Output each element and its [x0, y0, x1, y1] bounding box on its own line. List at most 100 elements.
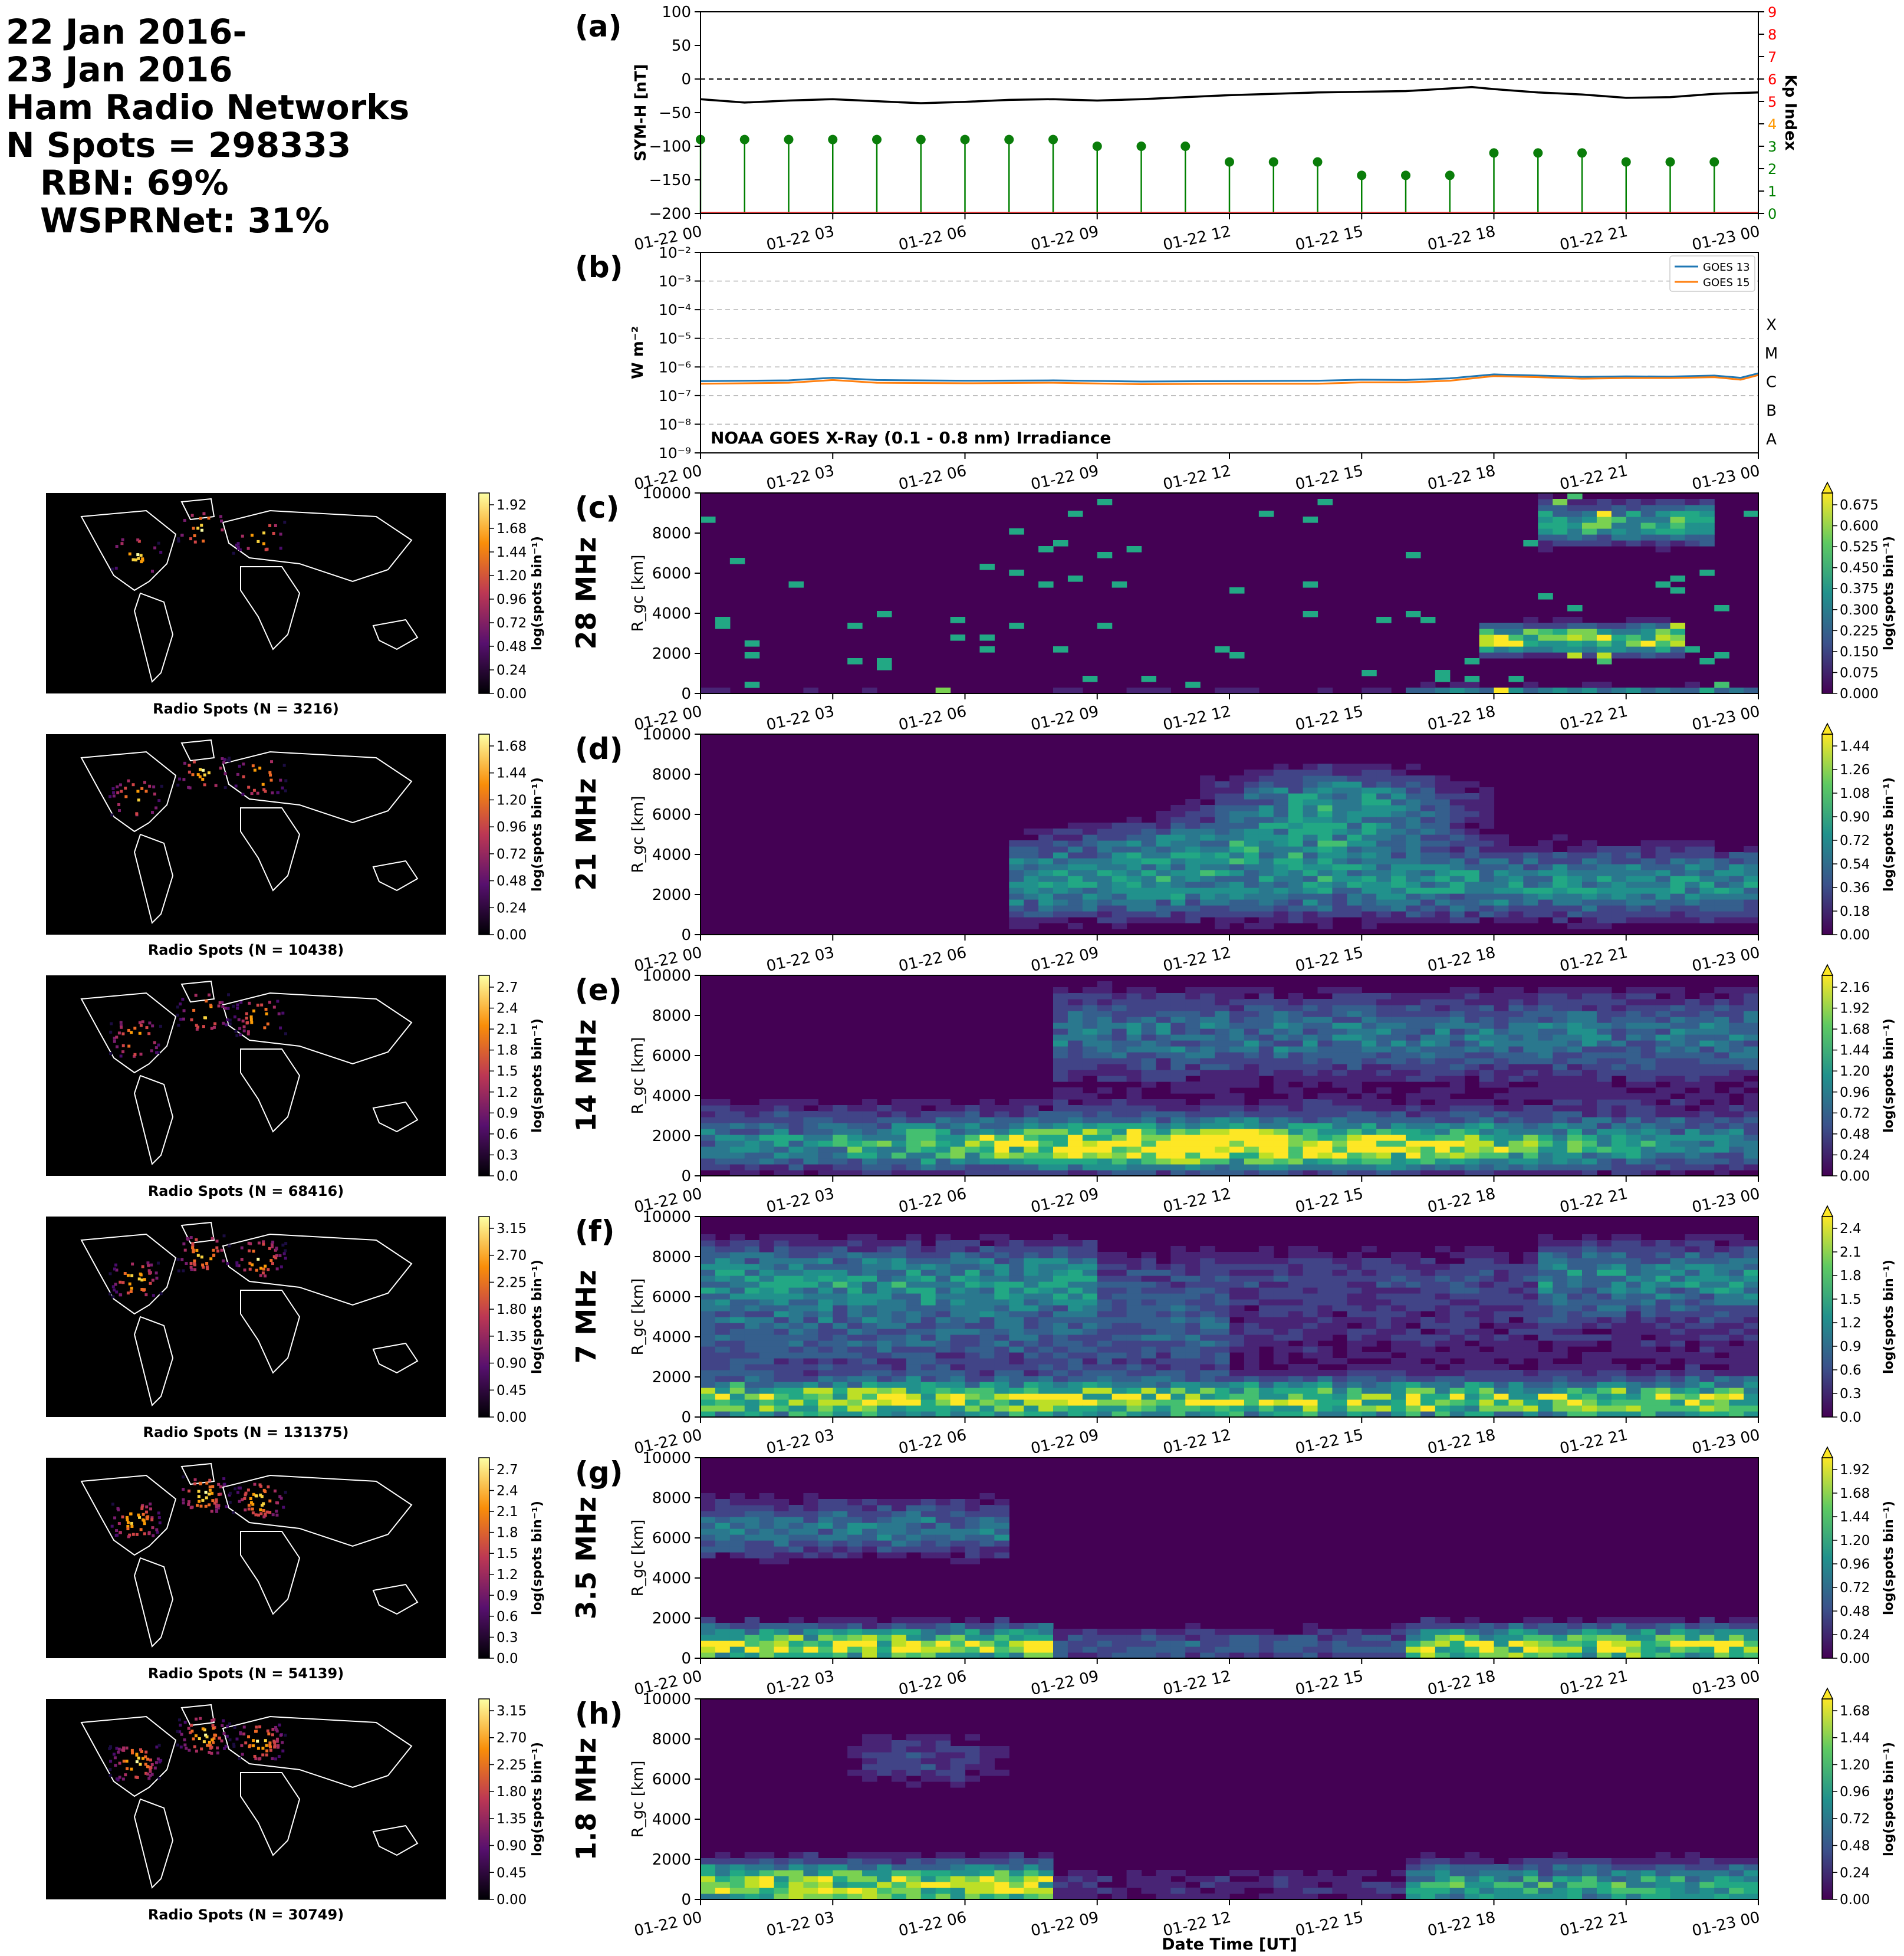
heatmap-cell [1038, 846, 1054, 853]
heatmap-cell [1567, 899, 1583, 906]
heatmap-cell [1185, 1305, 1201, 1311]
heatmap-cell [1449, 840, 1465, 847]
heatmap-cell [1303, 1364, 1318, 1370]
x-tick-label: 01-22 12 [1162, 1185, 1233, 1217]
heatmap-cell [1449, 899, 1465, 906]
heatmap-cell [1508, 852, 1524, 859]
map-colorbar-tick-label: 0.00 [496, 928, 527, 943]
heatmap-cell [1288, 775, 1304, 782]
heatmap-cell [833, 1258, 848, 1264]
colorbar-tick-label: 0.075 [1840, 665, 1879, 681]
heatmap-cell [729, 1252, 745, 1258]
heatmap-cell [1229, 829, 1245, 835]
heatmap-cell [1655, 1005, 1671, 1011]
heatmap-cell [715, 1411, 731, 1418]
heatmap-cell [1670, 917, 1686, 923]
heatmap-cell [1391, 1023, 1406, 1029]
heatmap-cell [1273, 1023, 1289, 1029]
heatmap-cell [1067, 1070, 1083, 1076]
heatmap-cell [935, 1405, 951, 1412]
y-tick-label: 2000 [652, 886, 691, 904]
heatmap-cell [877, 1135, 892, 1141]
map-spot [210, 1027, 213, 1030]
y-tick-label: 4000 [652, 846, 691, 864]
heatmap-cell [1347, 1352, 1362, 1359]
heatmap-cell [1640, 858, 1656, 864]
heatmap-cell [1303, 1011, 1318, 1017]
heatmap-cell [1288, 864, 1304, 870]
heatmap-cell [1596, 1135, 1612, 1141]
heatmap-cell [744, 1275, 760, 1282]
heatmap-cell [1347, 1340, 1362, 1347]
heatmap-cell [1258, 1311, 1274, 1317]
heatmap-cell [1538, 1164, 1553, 1171]
x-tick-label: 01-22 18 [1426, 223, 1497, 255]
heatmap-cell [1362, 882, 1377, 888]
heatmap-cell [1744, 1070, 1759, 1076]
heatmap-cell [774, 1105, 790, 1112]
heatmap-cell [1494, 858, 1510, 864]
map-spot [284, 1032, 288, 1035]
y-tick-label: 0 [681, 1168, 691, 1185]
heatmap-cell [1067, 882, 1083, 888]
heatmap-cell [1494, 1046, 1510, 1053]
heatmap-cell [994, 1264, 1009, 1270]
heatmap-cell [1347, 840, 1362, 847]
heatmap-cell [1744, 1111, 1759, 1117]
heatmap-cell [744, 1170, 760, 1176]
header-wsprnet-share: WSPRNet: 31% [40, 200, 330, 241]
heatmap-cell [1244, 1058, 1260, 1064]
heatmap-cell [1215, 1299, 1230, 1306]
heatmap-cell [906, 1152, 922, 1159]
heatmap-cell [1406, 1117, 1421, 1123]
heatmap-cell [1141, 858, 1157, 864]
heatmap-cell [1538, 1076, 1553, 1082]
heatmap-cell [1024, 1270, 1039, 1276]
heatmap-cell [847, 1287, 863, 1294]
heatmap-cell [1258, 840, 1274, 847]
heatmap-cell [1126, 1135, 1142, 1141]
heatmap-cell [1053, 917, 1068, 923]
heatmap-cell [1640, 887, 1656, 894]
heatmap-cell [701, 1329, 716, 1335]
heatmap-cell [1170, 1252, 1186, 1258]
heatmap-cell [1229, 793, 1245, 800]
heatmap-cell [1435, 805, 1451, 811]
heatmap-cell [715, 1370, 731, 1376]
heatmap-cell [920, 1252, 936, 1258]
heatmap-cell [1626, 1135, 1642, 1141]
heatmap-cell [1449, 1158, 1465, 1165]
map-spot [148, 784, 152, 788]
map-colorbar-tick-label: 0.96 [496, 592, 527, 607]
heatmap-cell [847, 1264, 863, 1270]
heatmap-cell [1464, 817, 1480, 823]
map-spot [109, 1030, 113, 1034]
heatmap-cell [1406, 1111, 1421, 1117]
map-spot [245, 1021, 249, 1025]
heatmap-cell [1024, 858, 1039, 864]
y-tick-label: 0 [681, 71, 691, 88]
heatmap-cell [1038, 1258, 1054, 1264]
map-spot [119, 1024, 123, 1027]
heatmap-cell [1185, 1352, 1201, 1359]
heatmap-cell [729, 1311, 745, 1317]
heatmap-cell [1449, 876, 1465, 882]
heatmap-cell [1185, 993, 1201, 1000]
heatmap-cell [1097, 499, 1113, 505]
heatmap-cell [1567, 923, 1583, 929]
heatmap-cell [1332, 834, 1347, 841]
heatmap-cell [1538, 1005, 1553, 1011]
heatmap-cell [1185, 817, 1201, 823]
heatmap-cell [1508, 1164, 1524, 1171]
heatmap-cell [1406, 781, 1421, 788]
heatmap-cell [1273, 1370, 1289, 1376]
heatmap-cell [1640, 522, 1656, 529]
heatmap-cell [1494, 1105, 1510, 1112]
heatmap-cell [1435, 1034, 1451, 1041]
heatmap-cell [1670, 870, 1686, 876]
heatmap-cell [1362, 764, 1377, 770]
heatmap-cell [1611, 1087, 1627, 1094]
heatmap-cell [1082, 911, 1098, 918]
heatmap-cell [818, 1364, 833, 1370]
heatmap-cell [803, 1382, 818, 1388]
